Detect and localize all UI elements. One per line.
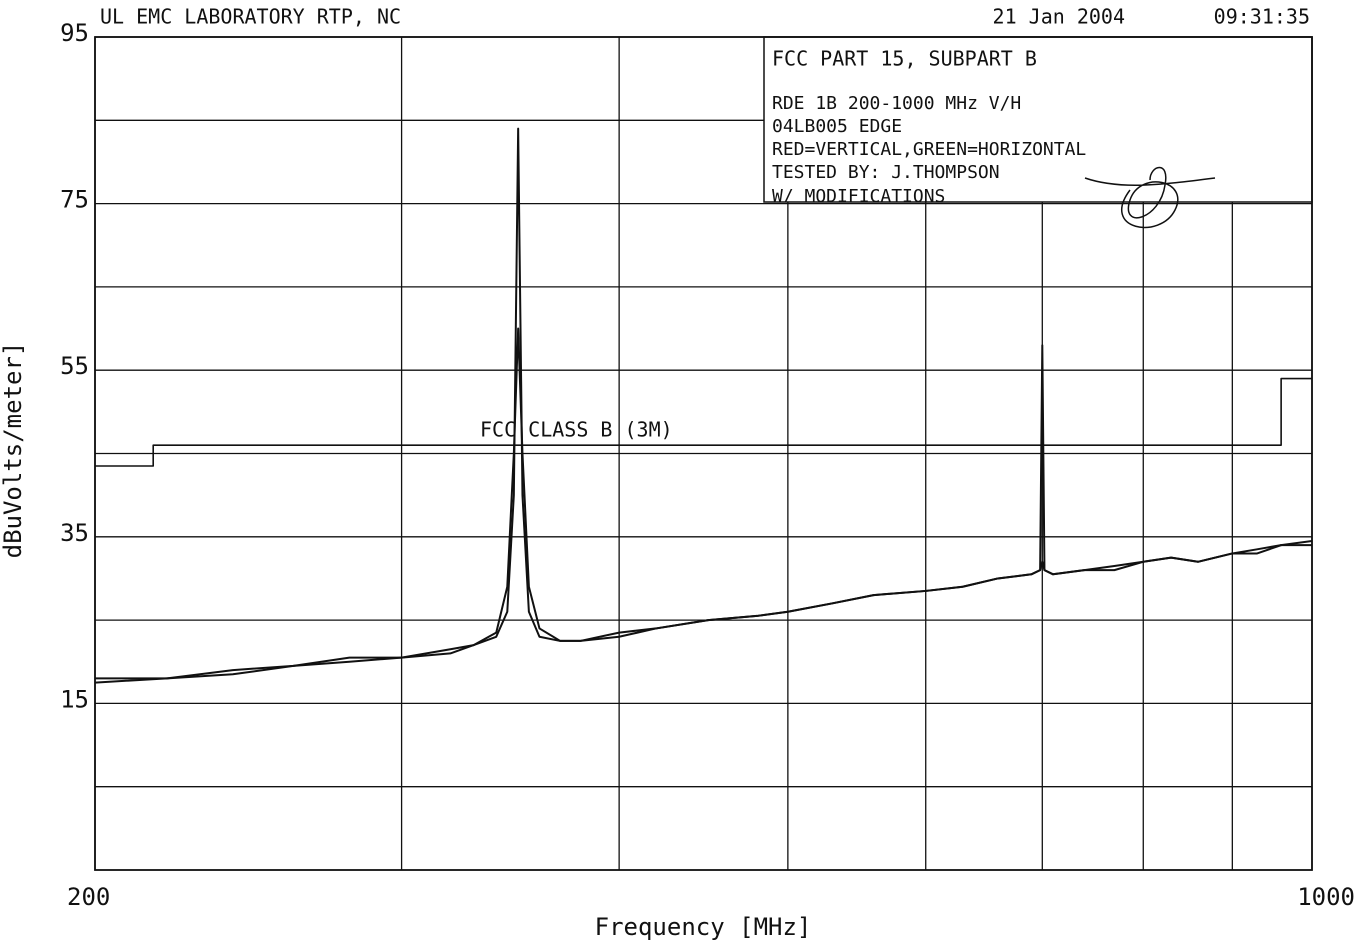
x-axis-label: Frequency [MHz] — [595, 913, 812, 941]
plot-frame — [94, 36, 1313, 871]
y-tick-label: 55 — [60, 352, 89, 380]
y-tick-label: 35 — [60, 519, 89, 547]
info-box-text: FCC PART 15, SUBPART B RDE 1B 200-1000 M… — [772, 47, 1086, 207]
trace — [95, 327, 1312, 684]
y-axis-label: dBuVolts/meter] — [0, 342, 27, 559]
y-tick-label: 75 — [60, 186, 89, 214]
info-title: FCC PART 15, SUBPART B — [772, 47, 1037, 71]
info-line: TESTED BY: J.THOMPSON — [772, 162, 1000, 183]
info-line: W/ MODIFICATIONS — [772, 186, 945, 207]
info-box-frame — [763, 36, 1313, 203]
header-date: 21 Jan 2004 — [993, 5, 1125, 29]
header-lab: UL EMC LABORATORY RTP, NC — [100, 5, 401, 29]
trace — [95, 127, 1312, 680]
limit-label: FCC CLASS B (3M) — [480, 418, 673, 442]
info-line: RDE 1B 200-1000 MHz V/H — [772, 93, 1021, 114]
header-time: 09:31:35 — [1214, 5, 1310, 29]
info-line: 04LB005 EDGE — [772, 116, 902, 137]
limit-line — [95, 377, 1312, 467]
x-tick-label: 200 — [67, 883, 110, 911]
signature — [1084, 166, 1216, 229]
y-tick-label: 15 — [60, 685, 89, 713]
info-line: RED=VERTICAL,GREEN=HORIZONTAL — [772, 139, 1086, 160]
traces — [95, 127, 1312, 684]
y-tick-label: 95 — [60, 19, 89, 47]
x-tick-label: 1000 — [1297, 883, 1355, 911]
info-box: FCC PART 15, SUBPART B RDE 1B 200-1000 M… — [763, 36, 1313, 229]
